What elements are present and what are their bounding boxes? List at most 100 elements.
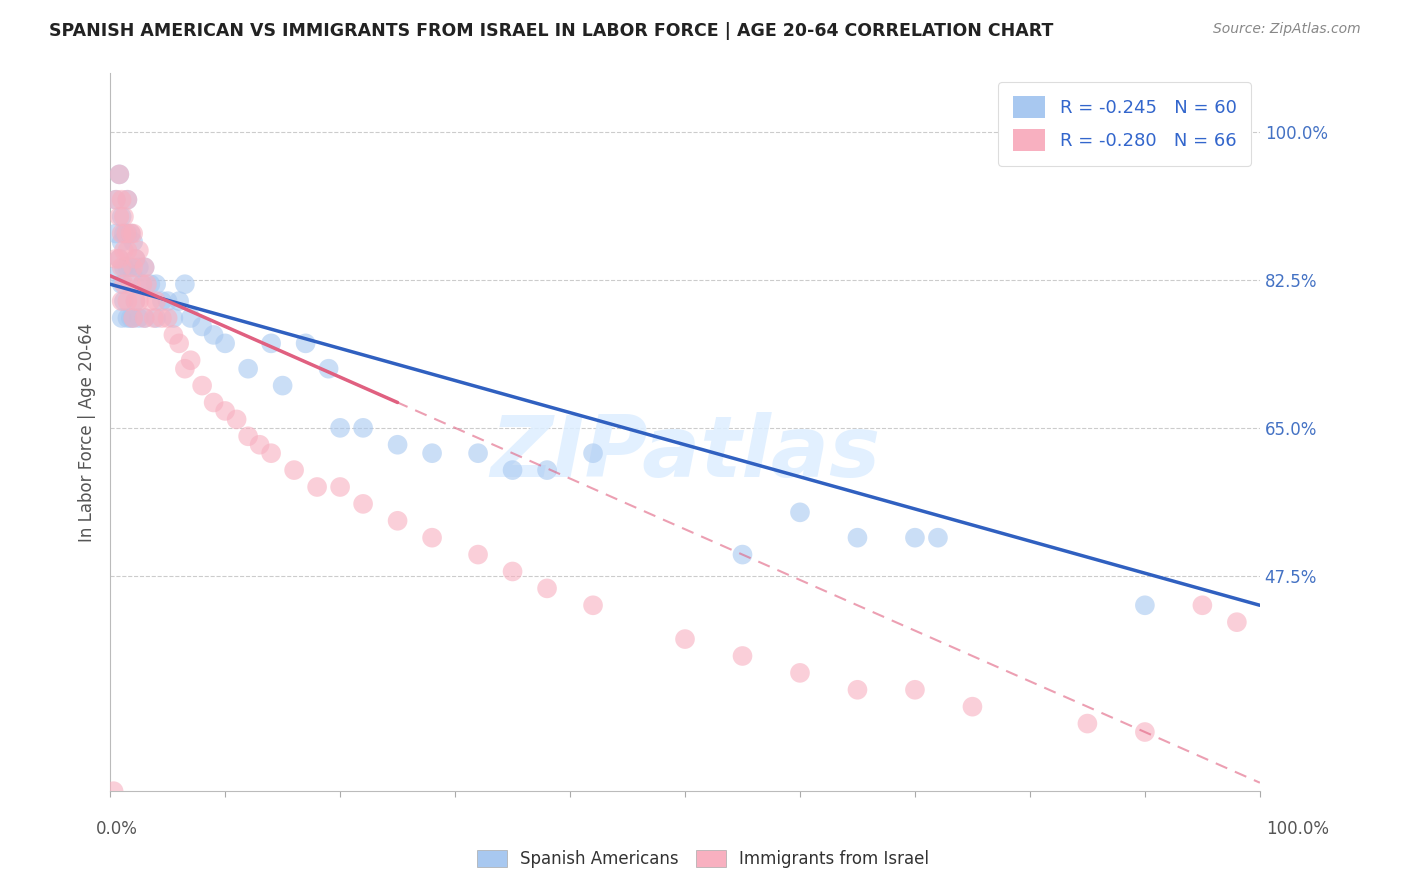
Point: [145, 277, 167, 292]
Point: [111, 235, 134, 249]
Point: [167, 336, 190, 351]
Point: [112, 210, 135, 224]
Legend: Spanish Americans, Immigrants from Israel: Spanish Americans, Immigrants from Israe…: [471, 843, 935, 875]
Point: [128, 311, 150, 326]
Point: [111, 210, 134, 224]
Point: [162, 311, 184, 326]
Point: [108, 252, 131, 266]
Point: [122, 260, 145, 275]
Point: [467, 446, 489, 460]
Text: Source: ZipAtlas.com: Source: ZipAtlas.com: [1213, 22, 1361, 37]
Point: [283, 463, 305, 477]
Point: [536, 582, 558, 596]
Point: [117, 193, 139, 207]
Point: [536, 463, 558, 477]
Point: [111, 277, 134, 292]
Point: [180, 311, 202, 326]
Point: [387, 514, 409, 528]
Point: [134, 311, 156, 326]
Point: [111, 311, 134, 326]
Point: [120, 227, 142, 241]
Point: [156, 294, 179, 309]
Point: [167, 294, 190, 309]
Point: [329, 421, 352, 435]
Point: [104, 193, 127, 207]
Point: [318, 361, 340, 376]
Point: [846, 531, 869, 545]
Point: [214, 404, 236, 418]
Point: [112, 294, 135, 309]
Point: [962, 699, 984, 714]
Point: [142, 311, 165, 326]
Point: [1133, 599, 1156, 613]
Point: [128, 260, 150, 275]
Point: [502, 463, 524, 477]
Point: [122, 311, 145, 326]
Point: [117, 193, 139, 207]
Point: [122, 235, 145, 249]
Point: [673, 632, 696, 646]
Point: [260, 446, 283, 460]
Point: [582, 599, 605, 613]
Point: [112, 244, 135, 258]
Point: [124, 252, 146, 266]
Point: [122, 227, 145, 241]
Point: [112, 260, 135, 275]
Y-axis label: In Labor Force | Age 20-64: In Labor Force | Age 20-64: [79, 323, 96, 541]
Point: [214, 336, 236, 351]
Point: [502, 565, 524, 579]
Point: [150, 294, 173, 309]
Point: [202, 327, 225, 342]
Point: [108, 167, 131, 181]
Point: [162, 327, 184, 342]
Point: [420, 531, 443, 545]
Point: [1191, 599, 1213, 613]
Point: [104, 193, 127, 207]
Point: [120, 277, 142, 292]
Point: [108, 167, 131, 181]
Point: [174, 277, 197, 292]
Point: [307, 480, 329, 494]
Point: [846, 682, 869, 697]
Point: [111, 294, 134, 309]
Point: [108, 252, 131, 266]
Point: [128, 244, 150, 258]
Point: [117, 294, 139, 309]
Point: [120, 260, 142, 275]
Point: [134, 260, 156, 275]
Point: [111, 260, 134, 275]
Point: [104, 268, 127, 283]
Point: [387, 438, 409, 452]
Point: [139, 294, 162, 309]
Point: [117, 260, 139, 275]
Point: [927, 531, 949, 545]
Point: [191, 319, 214, 334]
Point: [150, 311, 173, 326]
Point: [111, 227, 134, 241]
Point: [174, 361, 197, 376]
Point: [120, 311, 142, 326]
Point: [104, 227, 127, 241]
Point: [352, 497, 374, 511]
Point: [731, 648, 754, 663]
Point: [115, 227, 138, 241]
Point: [225, 412, 247, 426]
Point: [789, 665, 811, 680]
Point: [139, 277, 162, 292]
Point: [329, 480, 352, 494]
Point: [134, 311, 156, 326]
Point: [112, 277, 135, 292]
Point: [117, 244, 139, 258]
Point: [128, 294, 150, 309]
Point: [904, 531, 927, 545]
Point: [271, 378, 294, 392]
Text: SPANISH AMERICAN VS IMMIGRANTS FROM ISRAEL IN LABOR FORCE | AGE 20-64 CORRELATIO: SPANISH AMERICAN VS IMMIGRANTS FROM ISRA…: [49, 22, 1053, 40]
Point: [1226, 615, 1249, 630]
Point: [260, 336, 283, 351]
Point: [904, 682, 927, 697]
Point: [131, 277, 153, 292]
Point: [202, 395, 225, 409]
Point: [156, 311, 179, 326]
Point: [236, 429, 259, 443]
Point: [124, 294, 146, 309]
